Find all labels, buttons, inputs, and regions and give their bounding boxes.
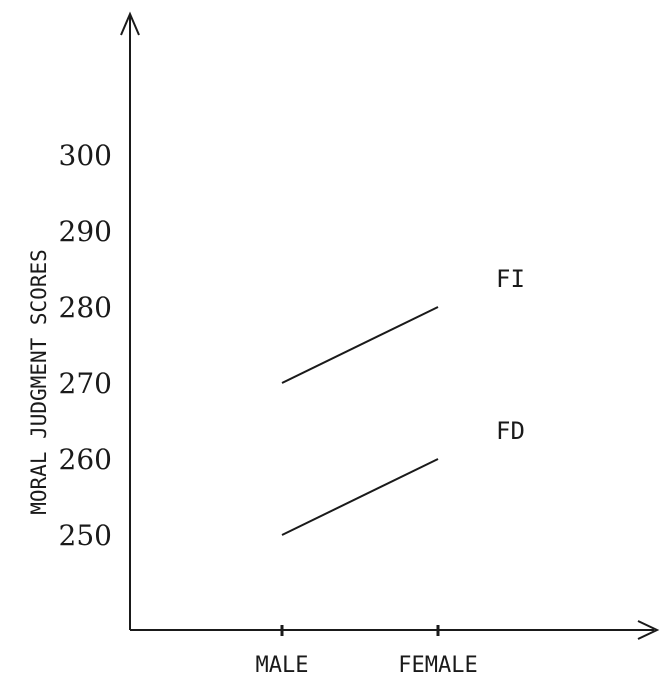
y-axis [120, 11, 140, 630]
y-axis-title: MORAL JUDGMENT SCORES [27, 249, 51, 515]
y-tick-label-280: 280 [59, 291, 112, 324]
series-lines [281, 306, 439, 536]
y-tick-label-270: 270 [59, 367, 112, 400]
x-category-label-female: FEMALE [398, 653, 477, 678]
y-axis-arrow-icon [120, 11, 140, 36]
series-line-fi [281, 306, 439, 384]
y-tick-label-300: 300 [59, 139, 112, 172]
series-line-fd [281, 458, 439, 536]
y-tick-label-250: 250 [59, 519, 112, 552]
series-labels: FI FD [496, 265, 525, 445]
y-tick-labels: 250 260 270 280 290 300 [59, 139, 112, 552]
y-tick-label-260: 260 [59, 443, 112, 476]
x-category-label-male: MALE [256, 653, 309, 678]
series-label-fi: FI [496, 265, 525, 293]
x-axis [130, 620, 660, 640]
y-tick-label-290: 290 [59, 215, 112, 248]
x-axis-arrow-icon [637, 620, 660, 640]
x-category-labels: MALE FEMALE [256, 625, 478, 678]
series-label-fd: FD [496, 417, 525, 445]
